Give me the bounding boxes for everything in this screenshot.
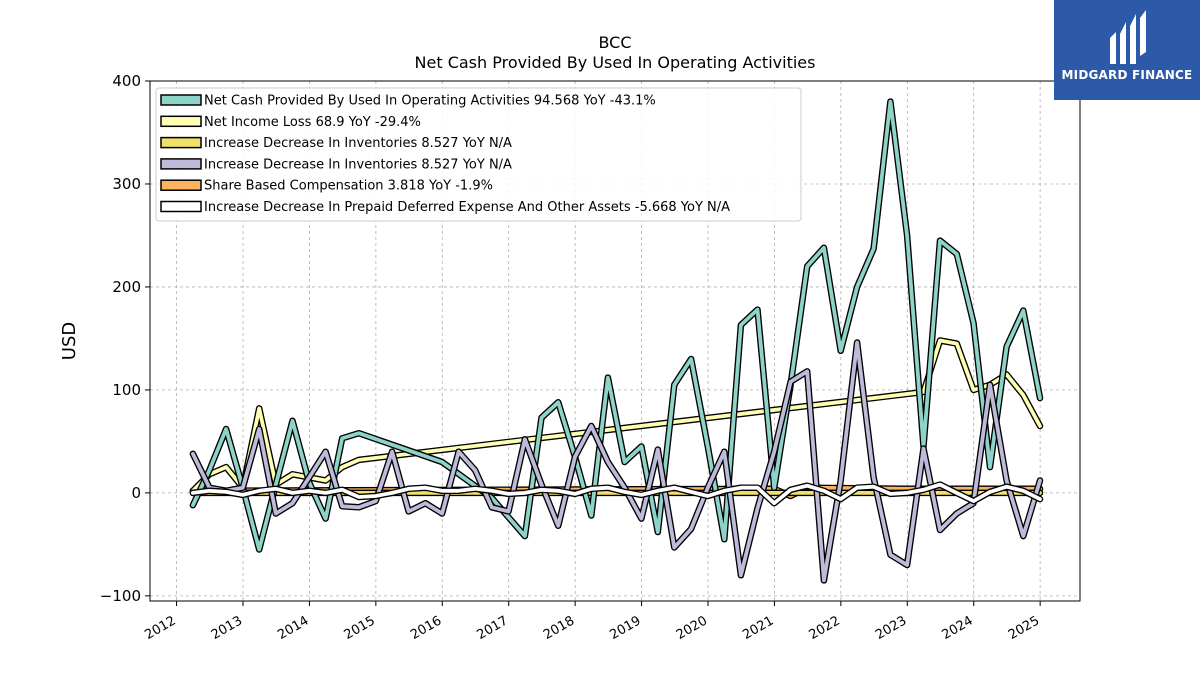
legend-swatch (160, 158, 202, 170)
x-tick-label: 2023 (873, 613, 909, 643)
legend-label: Net Income Loss 68.9 YoY -29.4% (204, 115, 421, 130)
y-tick-label: 400 (112, 72, 141, 90)
y-tick-label: 200 (112, 278, 141, 296)
legend-label: Share Based Compensation 3.818 YoY -1.9% (204, 179, 493, 194)
series-stroke-5 (191, 482, 1042, 506)
legend-item: Share Based Compensation 3.818 YoY -1.9% (160, 179, 493, 194)
legend-item: Increase Decrease In Inventories 8.527 Y… (160, 136, 512, 151)
y-tick-label: 300 (112, 175, 141, 193)
chart-title: BCC (598, 33, 631, 52)
x-tick-label: 2013 (209, 613, 245, 643)
legend-item: Net Cash Provided By Used In Operating A… (160, 94, 656, 109)
legend-label: Net Cash Provided By Used In Operating A… (204, 94, 656, 109)
series-layer (189, 98, 1044, 584)
legend-swatch (160, 115, 202, 128)
plot-frame (149, 80, 1081, 602)
series-group (189, 98, 1044, 584)
x-tick-label: 2018 (541, 613, 577, 643)
series-stroke-3 (191, 340, 1042, 583)
x-tick-label: 2016 (408, 613, 444, 643)
legend-swatch (160, 200, 202, 213)
y-tick-label: 0 (131, 484, 141, 502)
legend-swatch (160, 94, 202, 106)
series-line-5 (189, 481, 1044, 507)
y-tick-label: −100 (100, 587, 141, 605)
y-tick-label: 100 (112, 381, 141, 399)
x-tick-label: 2014 (275, 613, 311, 643)
legend: Net Cash Provided By Used In Operating A… (155, 87, 802, 222)
x-tick-label: 2025 (1006, 613, 1042, 643)
x-tick-label: 2020 (674, 613, 710, 643)
logo-text: MIDGARD FINANCE (1061, 68, 1193, 82)
legend-item: Increase Decrease In Inventories 8.527 Y… (160, 157, 512, 172)
legend-label: Increase Decrease In Inventories 8.527 Y… (204, 136, 512, 151)
x-tick-label: 2012 (142, 613, 178, 643)
x-tick-label: 2015 (342, 613, 378, 643)
x-tick-label: 2021 (740, 613, 776, 643)
chart-subtitle: Net Cash Provided By Used In Operating A… (415, 53, 816, 72)
x-tick-label: 2022 (807, 613, 843, 643)
legend-label: Increase Decrease In Inventories 8.527 Y… (204, 157, 512, 172)
x-tick-label: 2024 (940, 613, 976, 643)
x-tick-label: 2019 (607, 613, 643, 643)
series-line-3 (189, 339, 1044, 584)
legend-box (155, 87, 802, 222)
brand-logo: MIDGARD FINANCE (1054, 0, 1200, 100)
legend-label: Increase Decrease In Prepaid Deferred Ex… (204, 200, 730, 215)
legend-item: Increase Decrease In Prepaid Deferred Ex… (160, 200, 730, 215)
x-tick-label: 2017 (475, 613, 511, 643)
y-axis-label: USD (59, 322, 80, 360)
logo-mark-icon (1110, 10, 1146, 64)
legend-swatch (160, 136, 202, 149)
legend-item: Net Income Loss 68.9 YoY -29.4% (160, 115, 421, 130)
legend-swatch (160, 179, 202, 191)
